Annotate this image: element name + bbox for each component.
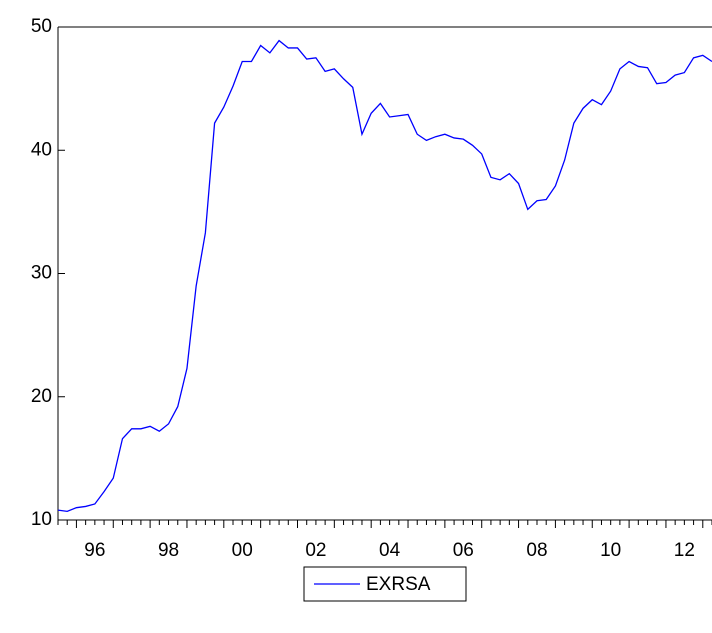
y-tick-label: 20 (31, 386, 52, 407)
legend-label: EXRSA (366, 574, 431, 595)
y-tick-label: 10 (31, 509, 52, 530)
x-tick-label: 02 (305, 540, 326, 561)
x-tick-label: 00 (232, 540, 253, 561)
legend-box (303, 566, 467, 602)
x-tick-label: 98 (158, 540, 179, 561)
x-tick-label: 12 (674, 540, 695, 561)
data-line (57, 39, 712, 513)
x-tick-label: 96 (84, 540, 105, 561)
x-tick-label: 08 (526, 540, 547, 561)
y-tick-label: 50 (31, 16, 52, 37)
y-tick-label: 40 (31, 139, 52, 160)
y-tick-label: 30 (31, 263, 52, 284)
x-tick-label: 04 (379, 540, 401, 561)
x-tick-label: 06 (453, 540, 474, 561)
legend: EXRSA (303, 566, 467, 602)
x-tick-label: 10 (600, 540, 621, 561)
